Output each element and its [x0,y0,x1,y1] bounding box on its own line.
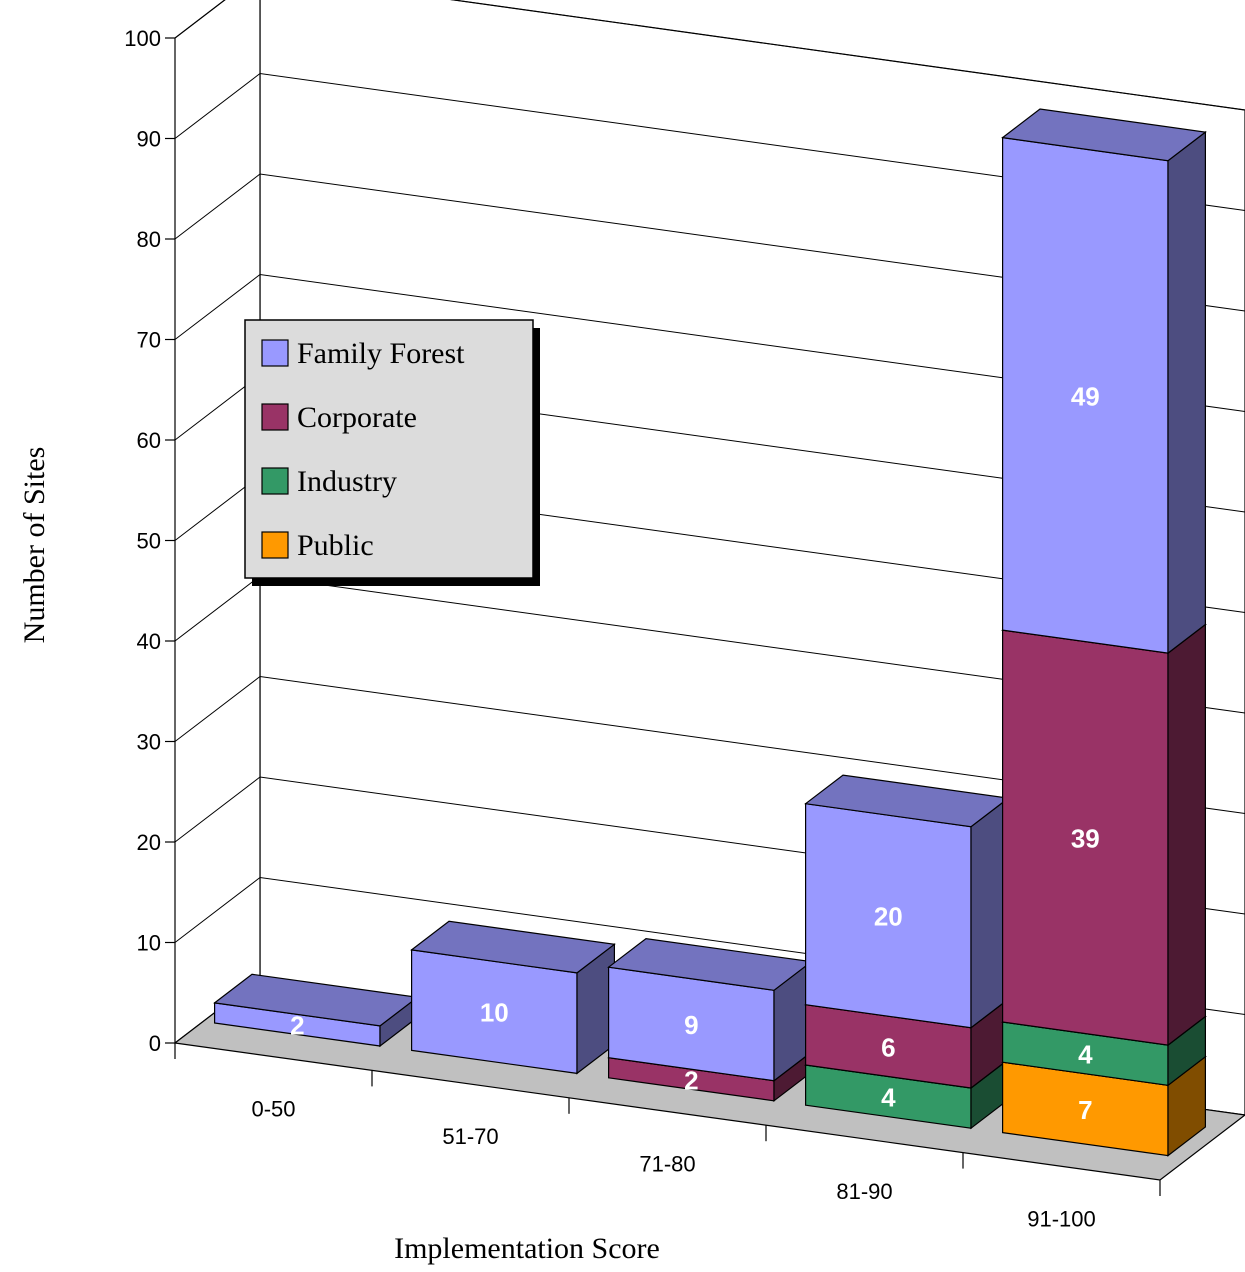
y-tick-label: 30 [137,730,161,755]
y-tick-label: 100 [124,26,161,51]
data-label: 4 [1078,1040,1093,1070]
data-label: 9 [684,1010,698,1040]
bar-top [1001,108,1207,162]
y-tick-label: 80 [137,227,161,252]
legend-swatch [261,467,289,495]
data-label: 20 [874,902,903,932]
gridline [174,675,1245,814]
y-axis-title: Number of Sites [18,447,51,644]
gridline [174,273,1245,412]
x-tick-label: 51-70 [442,1124,498,1149]
x-axis-title: Implementation Score [394,1232,660,1265]
legend-box [244,319,534,579]
legend-label: Industry [297,465,397,498]
y-tick-label: 40 [137,629,161,654]
y-tick-label: 10 [137,931,161,956]
data-label: 39 [1071,824,1100,854]
y-tick-label: 0 [149,1031,161,1056]
x-tick-label: 81-90 [836,1179,892,1204]
y-tick-label: 50 [137,529,161,554]
bar-side [1167,623,1207,1047]
bar-side [1167,130,1207,655]
x-axis: 0-50 51-70 71-80 81-90 91-100 [174,1043,1161,1231]
legend: Family Forest Corporate Industry Public [244,319,540,586]
gridline [174,173,1245,312]
x-tick-label: 91-100 [1027,1206,1096,1231]
data-label: 2 [290,1010,304,1040]
y-tick-label: 20 [137,830,161,855]
y-tick-label: 60 [137,428,161,453]
legend-swatch [261,403,289,431]
bar-top [410,920,616,974]
legend-swatch [261,339,289,367]
data-labels: 2 10 2 9 4 6 20 7 4 39 49 [290,381,1100,1125]
gridline [174,0,1245,111]
legend-label: Family Forest [297,337,465,370]
legend-label: Public [297,529,374,562]
data-label: 10 [480,998,509,1028]
y-tick-label: 90 [137,127,161,152]
y-tick-label: 70 [137,328,161,353]
bars [213,108,1207,1157]
legend-swatch [261,531,289,559]
legend-label: Corporate [297,401,417,434]
y-axis: 0 10 20 30 40 50 60 70 80 90 100 [124,26,175,1056]
x-tick-label: 71-80 [639,1152,695,1177]
data-label: 2 [684,1065,698,1095]
data-label: 7 [1078,1095,1092,1125]
data-label: 6 [881,1032,895,1062]
data-label: 49 [1071,381,1100,411]
x-tick-label: 0-50 [251,1097,295,1122]
data-label: 4 [881,1083,896,1113]
gridline [174,72,1245,211]
